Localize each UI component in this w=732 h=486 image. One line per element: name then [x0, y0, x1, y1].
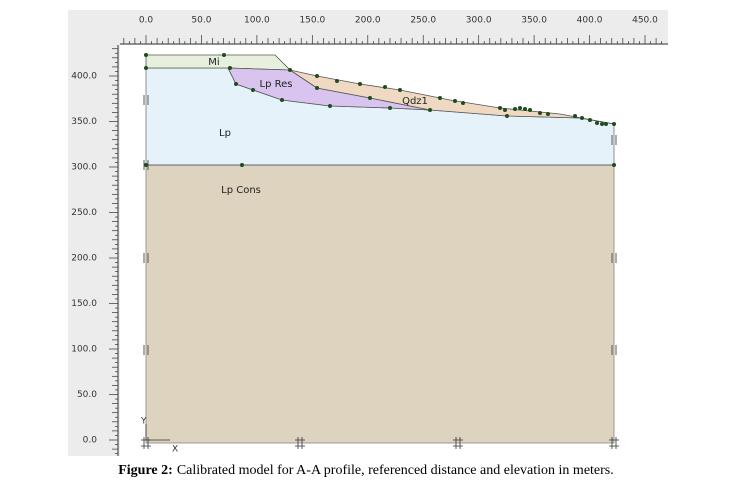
- region-label: Mi: [208, 57, 219, 68]
- bc-mark: [143, 160, 149, 170]
- x-ruler-label: 450.0: [632, 16, 658, 26]
- node: [588, 118, 592, 122]
- region-label: Qdz1: [402, 96, 428, 107]
- node: [505, 114, 509, 118]
- node: [335, 79, 339, 83]
- x-ruler-label: 200.0: [355, 16, 381, 26]
- support: [453, 437, 463, 449]
- bc-mark: [143, 95, 149, 105]
- y-ruler-label: 300.0: [71, 163, 97, 173]
- node: [518, 106, 522, 110]
- node: [240, 163, 244, 167]
- node: [358, 82, 362, 86]
- node: [528, 108, 532, 112]
- y-ruler-label: 50.0: [77, 390, 97, 400]
- node: [573, 114, 577, 118]
- y-ruler-label: 350.0: [71, 117, 97, 127]
- x-ruler-label: 400.0: [577, 16, 603, 26]
- region-lp-cons: [145, 164, 615, 444]
- y-ruler-label: 250.0: [71, 208, 97, 218]
- support: [609, 437, 619, 449]
- x-ruler-label: 350.0: [521, 16, 547, 26]
- node: [315, 74, 319, 78]
- y-ruler-label: 150.0: [71, 299, 97, 309]
- node: [368, 96, 372, 100]
- node: [288, 68, 292, 72]
- x-ruler-label: 0.0: [139, 16, 154, 26]
- axis-indicator: Y: [140, 417, 147, 427]
- node: [503, 108, 507, 112]
- node: [612, 163, 616, 167]
- region-label: Lp Res: [260, 79, 293, 90]
- y-ruler-label: 100.0: [71, 345, 97, 355]
- node: [546, 112, 550, 116]
- bc-mark: [611, 253, 617, 263]
- x-ruler-label: 50.0: [191, 16, 211, 26]
- region-qdz1: [289, 69, 615, 125]
- node: [612, 122, 616, 126]
- node: [234, 82, 238, 86]
- nodes: [141, 53, 619, 449]
- node: [144, 66, 148, 70]
- node: [600, 122, 604, 126]
- node: [604, 122, 608, 126]
- region-label: Lp: [219, 128, 231, 139]
- node: [144, 53, 148, 57]
- x-ruler-label: 150.0: [299, 16, 325, 26]
- node: [383, 85, 387, 89]
- node: [222, 53, 226, 57]
- node: [228, 66, 232, 70]
- x-ruler-label: 300.0: [466, 16, 492, 26]
- rulers: 0.0 50.0 100.0 150.0 200.0 250.0 300.0 350.0 400…: [71, 16, 668, 456]
- node: [280, 98, 284, 102]
- caption-figure: Figure 2:: [118, 463, 173, 478]
- node: [144, 163, 148, 167]
- node: [580, 116, 584, 120]
- axis-indicator: X: [172, 445, 178, 455]
- x-ruler-label: 100.0: [244, 16, 270, 26]
- node: [438, 96, 442, 100]
- y-ruler-label: 400.0: [71, 72, 97, 82]
- node: [315, 86, 319, 90]
- node: [453, 99, 457, 103]
- node: [388, 106, 392, 110]
- node: [328, 104, 332, 108]
- y-ruler-label: 0.0: [83, 436, 98, 446]
- bc-mark: [611, 345, 617, 355]
- bc-mark: [143, 253, 149, 263]
- node: [251, 88, 255, 92]
- caption: Figure 2: Calibrated model for A-A profil…: [0, 463, 732, 479]
- node: [461, 101, 465, 105]
- bc-mark: [143, 345, 149, 355]
- node: [538, 111, 542, 115]
- node: [498, 106, 502, 110]
- axis-arrow: [145, 424, 170, 441]
- bc-mark: [611, 135, 617, 145]
- node: [428, 108, 432, 112]
- node: [523, 107, 527, 111]
- node: [398, 88, 402, 92]
- caption-text: Calibrated model for A-A profile, refere…: [176, 463, 614, 478]
- x-ruler-label: 250.0: [410, 16, 436, 26]
- y-ruler-label: 200.0: [71, 254, 97, 264]
- node: [513, 107, 517, 111]
- node: [595, 121, 599, 125]
- figure: Mi Lp Res Qdz1 Lp Lp Cons Y X 0.0 50.0 100…: [68, 10, 668, 456]
- region-label: Lp Cons: [221, 185, 261, 196]
- support: [295, 437, 305, 449]
